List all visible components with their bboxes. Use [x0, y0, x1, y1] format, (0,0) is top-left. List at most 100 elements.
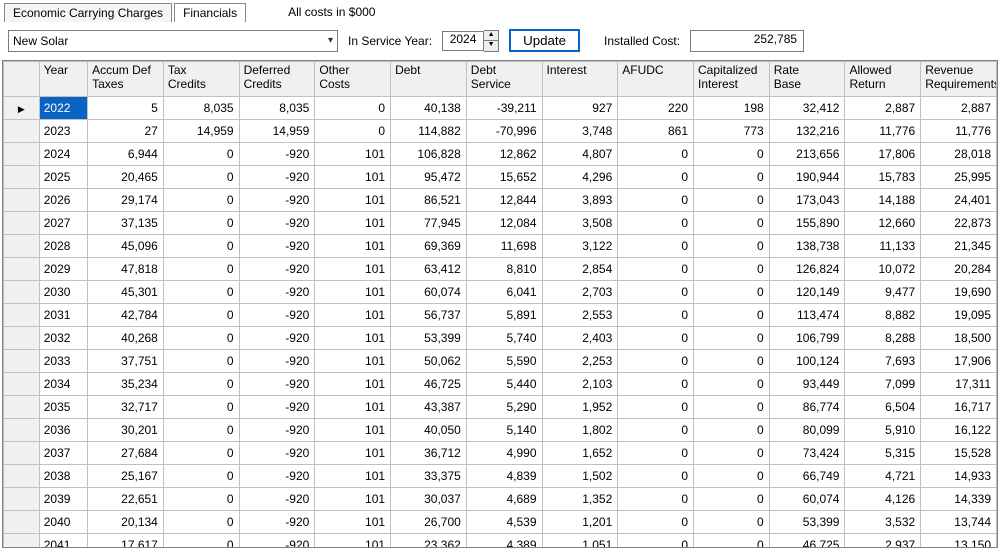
data-cell[interactable]: 8,882 [845, 304, 921, 327]
data-cell[interactable]: 0 [694, 511, 770, 534]
data-cell[interactable]: 0 [694, 189, 770, 212]
data-cell[interactable]: 14,959 [239, 120, 315, 143]
data-cell[interactable]: 0 [694, 350, 770, 373]
data-cell[interactable]: 24,401 [921, 189, 997, 212]
data-cell[interactable]: 20,134 [88, 511, 164, 534]
data-cell[interactable]: 0 [694, 373, 770, 396]
data-cell[interactable]: 11,776 [845, 120, 921, 143]
data-cell[interactable]: -920 [239, 212, 315, 235]
table-row[interactable]: 202737,1350-92010177,94512,0843,50800155… [4, 212, 997, 235]
data-cell[interactable]: 0 [163, 419, 239, 442]
year-cell[interactable]: 2035 [39, 396, 87, 419]
data-cell[interactable]: 93,449 [769, 373, 845, 396]
year-spinner[interactable]: ▲▼ [484, 30, 499, 52]
data-cell[interactable]: 12,844 [466, 189, 542, 212]
data-cell[interactable]: 37,135 [88, 212, 164, 235]
year-cell[interactable]: 2039 [39, 488, 87, 511]
data-cell[interactable]: 86,521 [391, 189, 467, 212]
data-cell[interactable]: 5,140 [466, 419, 542, 442]
data-cell[interactable]: -920 [239, 396, 315, 419]
data-cell[interactable]: 69,369 [391, 235, 467, 258]
data-cell[interactable]: 0 [694, 281, 770, 304]
col-header[interactable]: TaxCredits [163, 62, 239, 97]
data-cell[interactable]: 63,412 [391, 258, 467, 281]
data-cell[interactable]: 132,216 [769, 120, 845, 143]
year-cell[interactable]: 2027 [39, 212, 87, 235]
data-cell[interactable]: 0 [618, 258, 694, 281]
data-cell[interactable]: 0 [163, 235, 239, 258]
data-cell[interactable]: 5,910 [845, 419, 921, 442]
data-cell[interactable]: 120,149 [769, 281, 845, 304]
data-cell[interactable]: 1,652 [542, 442, 618, 465]
data-cell[interactable]: 2,103 [542, 373, 618, 396]
data-cell[interactable]: 0 [618, 350, 694, 373]
data-cell[interactable]: 101 [315, 281, 391, 304]
data-cell[interactable]: 126,824 [769, 258, 845, 281]
data-cell[interactable]: 4,126 [845, 488, 921, 511]
data-cell[interactable]: 47,818 [88, 258, 164, 281]
data-cell[interactable]: 0 [163, 488, 239, 511]
data-cell[interactable]: 101 [315, 235, 391, 258]
data-cell[interactable]: 0 [163, 373, 239, 396]
data-cell[interactable]: 0 [694, 396, 770, 419]
table-row[interactable]: 202520,4650-92010195,47215,6524,29600190… [4, 166, 997, 189]
data-cell[interactable]: 0 [618, 419, 694, 442]
data-cell[interactable]: 5,590 [466, 350, 542, 373]
data-cell[interactable]: 0 [618, 534, 694, 549]
table-row[interactable]: 202845,0960-92010169,36911,6983,12200138… [4, 235, 997, 258]
data-cell[interactable]: 15,528 [921, 442, 997, 465]
col-header[interactable]: Debt [391, 62, 467, 97]
data-cell[interactable]: 15,783 [845, 166, 921, 189]
year-cell[interactable]: 2033 [39, 350, 87, 373]
data-cell[interactable]: 5,290 [466, 396, 542, 419]
data-cell[interactable]: 0 [618, 442, 694, 465]
data-cell[interactable]: 86,774 [769, 396, 845, 419]
col-header[interactable]: DebtService [466, 62, 542, 97]
data-cell[interactable]: 106,799 [769, 327, 845, 350]
data-cell[interactable]: -920 [239, 373, 315, 396]
data-cell[interactable]: 14,188 [845, 189, 921, 212]
data-cell[interactable]: -920 [239, 534, 315, 549]
data-cell[interactable]: 0 [163, 327, 239, 350]
year-cell[interactable]: 2040 [39, 511, 87, 534]
data-cell[interactable]: 16,717 [921, 396, 997, 419]
data-cell[interactable]: 1,051 [542, 534, 618, 549]
data-cell[interactable]: 0 [163, 304, 239, 327]
data-cell[interactable]: 28,018 [921, 143, 997, 166]
data-cell[interactable]: 10,072 [845, 258, 921, 281]
row-header-cell[interactable] [4, 120, 40, 143]
data-cell[interactable]: 220 [618, 97, 694, 120]
data-cell[interactable]: 6,041 [466, 281, 542, 304]
data-cell[interactable]: 190,944 [769, 166, 845, 189]
data-cell[interactable]: 50,062 [391, 350, 467, 373]
data-cell[interactable]: 0 [315, 97, 391, 120]
data-cell[interactable]: 60,074 [769, 488, 845, 511]
data-cell[interactable]: 0 [694, 442, 770, 465]
data-cell[interactable]: 0 [618, 396, 694, 419]
data-cell[interactable]: 7,693 [845, 350, 921, 373]
data-cell[interactable]: -70,996 [466, 120, 542, 143]
data-cell[interactable]: 2,253 [542, 350, 618, 373]
data-cell[interactable]: 101 [315, 442, 391, 465]
col-header[interactable]: OtherCosts [315, 62, 391, 97]
data-cell[interactable]: 80,099 [769, 419, 845, 442]
data-cell[interactable]: 77,945 [391, 212, 467, 235]
col-header[interactable]: Interest [542, 62, 618, 97]
data-cell[interactable]: 773 [694, 120, 770, 143]
data-cell[interactable]: 0 [618, 212, 694, 235]
table-row[interactable]: 202629,1740-92010186,52112,8443,89300173… [4, 189, 997, 212]
year-cell[interactable]: 2029 [39, 258, 87, 281]
data-cell[interactable]: 101 [315, 304, 391, 327]
data-cell[interactable]: 213,656 [769, 143, 845, 166]
data-cell[interactable]: 17,617 [88, 534, 164, 549]
data-cell[interactable]: -920 [239, 189, 315, 212]
data-cell[interactable]: 5 [88, 97, 164, 120]
data-cell[interactable]: 16,122 [921, 419, 997, 442]
data-cell[interactable]: 0 [163, 143, 239, 166]
data-cell[interactable]: 21,345 [921, 235, 997, 258]
data-cell[interactable]: 1,802 [542, 419, 618, 442]
data-cell[interactable]: 46,725 [391, 373, 467, 396]
data-cell[interactable]: 66,749 [769, 465, 845, 488]
year-cell[interactable]: 2022 [39, 97, 87, 120]
tab-financials[interactable]: Financials [174, 3, 246, 22]
